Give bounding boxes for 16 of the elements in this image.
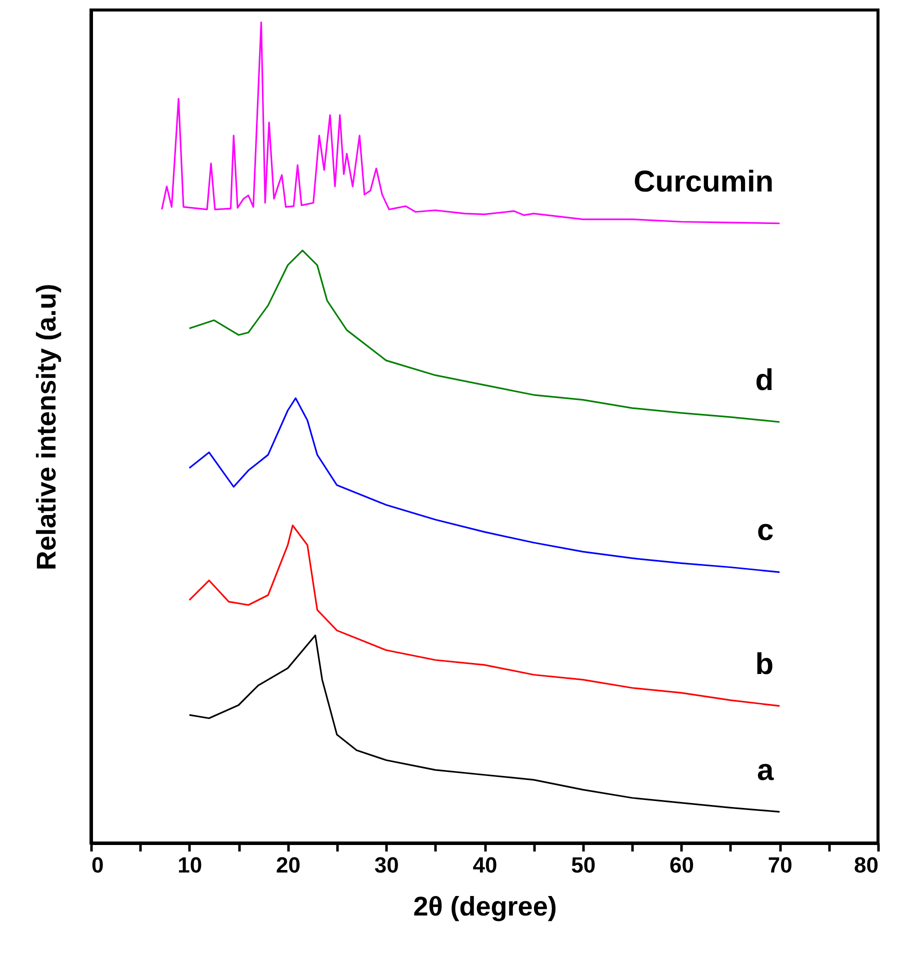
series-label: Curcumin <box>634 165 774 198</box>
series-label: c <box>756 514 774 548</box>
x-axis-title: 2θ (degree) <box>413 892 557 922</box>
x-tick-label: 80 <box>854 852 878 878</box>
x-tick-label: 70 <box>768 852 792 878</box>
x-tick-label: 60 <box>670 852 694 878</box>
x-tick-label: 20 <box>276 852 300 878</box>
y-axis-title: Relative intensity (a.u) <box>32 284 62 570</box>
x-tick-label: 10 <box>178 852 202 878</box>
series-label: a <box>756 754 774 787</box>
series-label: d <box>755 364 774 397</box>
x-tick-label: 0 <box>92 852 104 878</box>
x-tick-label: 40 <box>472 852 498 878</box>
series-label: b <box>755 648 774 681</box>
x-tick-label: 30 <box>374 852 399 878</box>
x-tick-label: 50 <box>571 852 596 878</box>
